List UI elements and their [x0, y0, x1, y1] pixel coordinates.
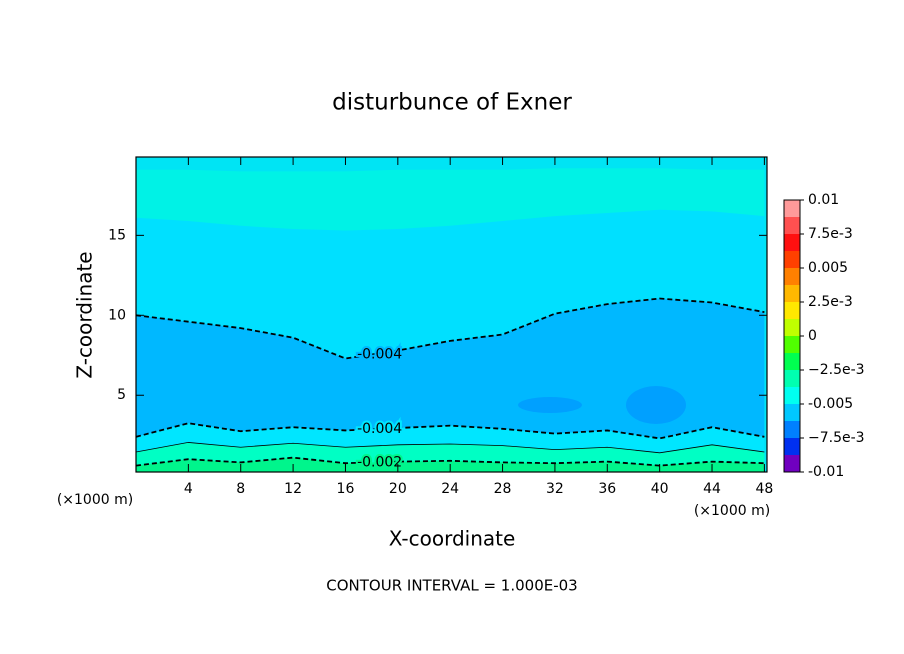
contour-label: -0.004 [357, 346, 402, 362]
colorbar-label: −2.5e-3 [808, 362, 865, 378]
x-unit: (×1000 m) [694, 503, 770, 519]
contour-blob [518, 397, 582, 413]
x-tick-label: 28 [494, 481, 512, 497]
colorbar-band [784, 370, 800, 388]
y-tick-label: 5 [117, 387, 126, 403]
colorbar-band [784, 285, 800, 303]
contour-blob [626, 386, 686, 424]
colorbar-label: -0.005 [808, 396, 853, 412]
colorbar-band [784, 251, 800, 269]
plot-frame [135, 156, 768, 473]
colorbar-label: -0.01 [808, 464, 844, 480]
colorbar-band [784, 217, 800, 235]
contour-label: -0.002 [357, 454, 402, 470]
contour-label: -0.004 [357, 421, 402, 437]
x-axis-label: X-coordinate [389, 527, 516, 551]
y-tick-label: 15 [108, 227, 126, 243]
colorbar-band [784, 200, 800, 218]
colorbar-band [784, 438, 800, 456]
colorbar-band [784, 353, 800, 371]
contour-line [136, 442, 765, 454]
x-tick-label: 16 [337, 481, 355, 497]
colorbar-band [784, 455, 800, 473]
chart-title: disturbunce of Exner [332, 90, 572, 116]
x-tick-label: 4 [184, 481, 193, 497]
footer: CONTOUR INTERVAL = 1.000E-03 [326, 577, 577, 595]
x-tick-label: 8 [236, 481, 245, 497]
colorbar-band [784, 336, 800, 354]
colorbar-label: 0 [808, 328, 817, 344]
colorbar-band [784, 302, 800, 320]
x-tick-label: 48 [755, 481, 773, 497]
y-tick-label: 10 [108, 307, 126, 323]
y-axis-label: Z-coordinate [73, 251, 97, 378]
colorbar-band [784, 234, 800, 252]
colorbar-label: 0.005 [808, 260, 848, 276]
x-tick-label: 44 [703, 481, 721, 497]
x-tick-label: 24 [441, 481, 459, 497]
x-tick-label: 40 [651, 481, 669, 497]
x-tick-label: 36 [598, 481, 616, 497]
contour-line [136, 297, 765, 360]
colorbar-band [784, 404, 800, 422]
colorbar-band [784, 268, 800, 286]
colorbar-band [784, 421, 800, 439]
x-tick-label: 12 [284, 481, 302, 497]
colorbar-label: 2.5e-3 [808, 294, 853, 310]
colorbar-band [784, 319, 800, 337]
x-tick-label: 32 [546, 481, 564, 497]
x-tick-label: 20 [389, 481, 407, 497]
colorbar-label: 0.01 [808, 192, 839, 208]
plot-area [136, 157, 767, 472]
colorbar-band [784, 387, 800, 405]
contour-line [136, 422, 765, 440]
y-unit: (×1000 m) [57, 492, 133, 508]
colorbar-label: −7.5e-3 [808, 430, 865, 446]
colorbar-label: 7.5e-3 [808, 226, 853, 242]
